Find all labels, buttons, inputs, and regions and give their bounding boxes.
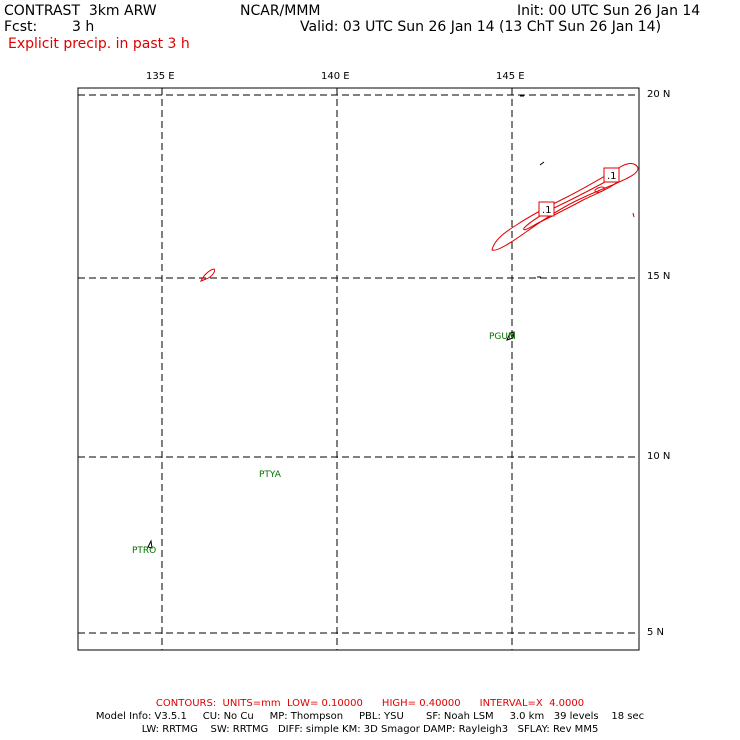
station-ptro: PTRO bbox=[132, 546, 157, 556]
lon-label-145: 145 E bbox=[496, 71, 525, 82]
organization: NCAR/MMM bbox=[240, 3, 321, 19]
lon-label-135: 135 E bbox=[146, 71, 175, 82]
lat-label-10: 10 N bbox=[647, 451, 671, 462]
island-guam bbox=[506, 331, 515, 341]
init-time: Init: 00 UTC Sun 26 Jan 14 bbox=[517, 3, 701, 19]
lat-label-15: 15 N bbox=[647, 271, 671, 282]
contour-info: CONTOURS: UNITS=mm LOW= 0.10000 HIGH= 0.… bbox=[155, 698, 585, 709]
contour-label-2: .1 bbox=[607, 171, 617, 182]
lat-label-20: 20 N bbox=[647, 89, 671, 100]
contour-label-1: .1 bbox=[542, 205, 552, 216]
lat-label-5: 5 N bbox=[647, 627, 665, 638]
station-pgum: PGUM bbox=[489, 332, 516, 342]
station-ptya: PTYA bbox=[259, 470, 281, 480]
valid-time: Valid: 03 UTC Sun 26 Jan 14 (13 ChT Sun … bbox=[300, 19, 662, 35]
island-palau bbox=[147, 539, 153, 549]
model-info-line2: LW: RRTMG SW: RRTMG DIFF: simple KM: 3D … bbox=[141, 724, 599, 735]
contour-label-box-2 bbox=[603, 167, 620, 183]
model-info-line1: Model Info: V3.5.1 CU: No Cu MP: Thompso… bbox=[95, 711, 645, 722]
forecast-label: Fcst: bbox=[4, 19, 38, 35]
field-title: Explicit precip. in past 3 h bbox=[8, 36, 190, 52]
precip-contour-dot bbox=[632, 212, 635, 218]
contour-label-box-1 bbox=[538, 201, 555, 217]
lon-label-140: 140 E bbox=[321, 71, 350, 82]
island-pagan bbox=[539, 161, 545, 166]
precip-contour-west bbox=[199, 268, 215, 282]
precip-contour-east bbox=[594, 186, 605, 193]
precip-contour-inner bbox=[523, 178, 617, 231]
map-frame bbox=[77, 87, 640, 651]
forecast-hours: 3 h bbox=[72, 19, 95, 35]
model-title: CONTRAST 3km ARW bbox=[4, 3, 157, 19]
